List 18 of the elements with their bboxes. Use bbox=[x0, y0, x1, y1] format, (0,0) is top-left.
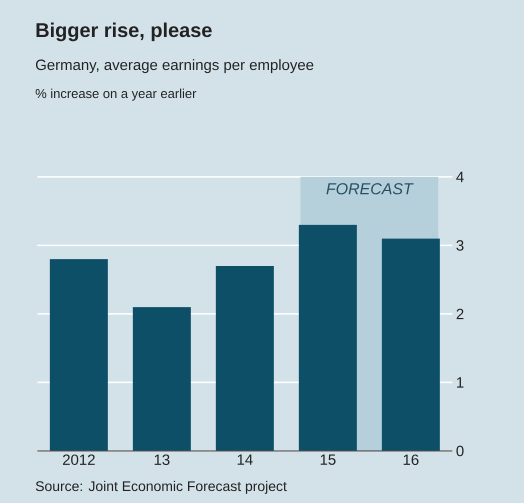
source-note: Source: Joint Economic Forecast project bbox=[36, 480, 287, 494]
bar bbox=[50, 259, 108, 451]
y-tick-label: 1 bbox=[457, 377, 464, 388]
text: % increase on a year earlier bbox=[36, 88, 196, 101]
y-tick-label: 3 bbox=[456, 240, 464, 251]
y-tick-label: 2 bbox=[456, 308, 464, 320]
bar bbox=[132, 307, 191, 451]
chart-subtitle: Germany, average earnings per employee bbox=[36, 59, 314, 74]
x-tick-label: 16 bbox=[404, 454, 419, 466]
y-tick-label: 0 bbox=[456, 446, 464, 456]
band-label: FORECAST bbox=[326, 183, 414, 194]
bar bbox=[216, 266, 274, 451]
x-tick-label: 15 bbox=[320, 454, 336, 465]
x-tick-label: 14 bbox=[238, 454, 253, 465]
x-tick-label: 13 bbox=[154, 454, 170, 466]
y-tick-label: 4 bbox=[456, 172, 464, 182]
x-tick-label: 2012 bbox=[62, 454, 95, 466]
chart-title: Bigger rise, please bbox=[36, 22, 212, 42]
